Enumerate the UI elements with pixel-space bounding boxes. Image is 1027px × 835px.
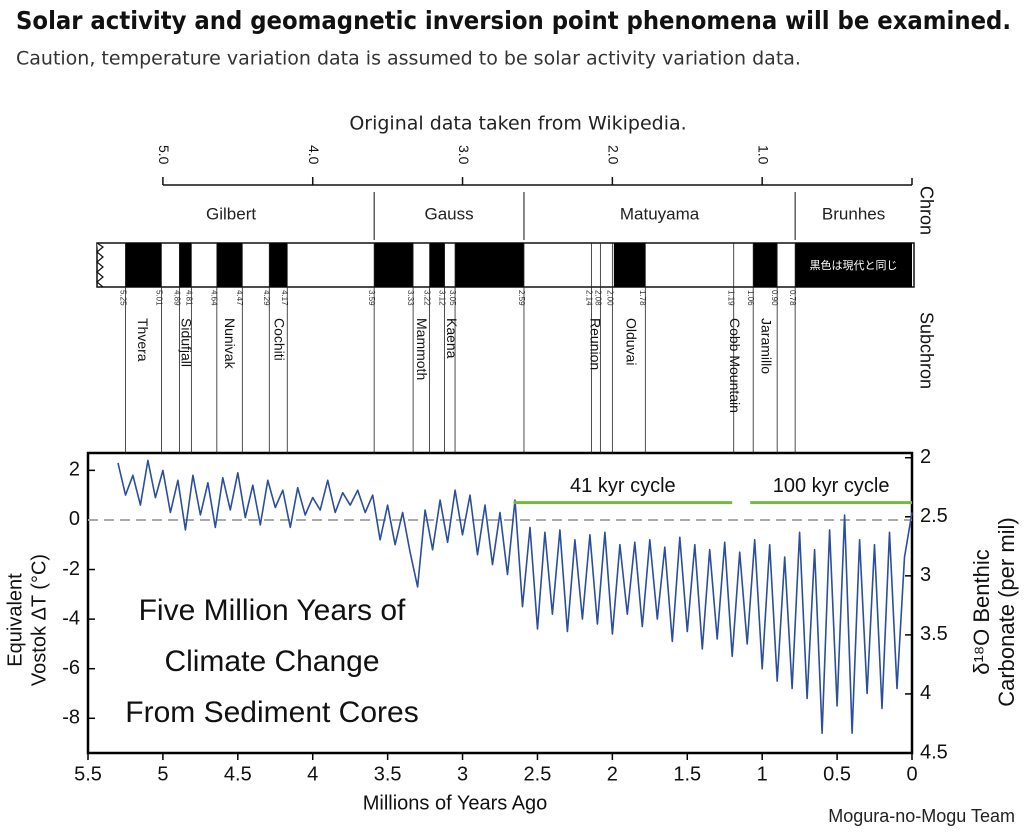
subchron-label: Sidufjall [179, 318, 195, 367]
x-tick-label: 0 [906, 763, 917, 785]
boundary-label: 3.33 [406, 290, 415, 306]
y-tick-label: -8 [62, 707, 80, 729]
boundary-label: 0.78 [788, 290, 797, 306]
subchron-label: Cobb Mountain [727, 318, 743, 413]
page-title: Solar activity and geomagnetic inversion… [16, 6, 1011, 35]
boundary-label: 4.89 [172, 290, 181, 306]
credit: Mogura-no-Mogu Team [828, 806, 1015, 826]
chart-title: From Sediment Cores [125, 696, 418, 729]
normal-polarity [216, 243, 243, 287]
y2-tick-label: 3.5 [920, 623, 948, 645]
boundary-label: 2.14 [584, 290, 593, 306]
boundary-label: 1.78 [638, 290, 647, 306]
y2-tick-label: 2.5 [920, 505, 948, 527]
boundary-label: 5.01 [154, 290, 163, 306]
zigzag [96, 242, 105, 288]
chart-title: Five Million Years of [139, 594, 406, 627]
top-tick-label: 4.0 [306, 145, 322, 165]
temperature-line [117, 459, 913, 734]
x-tick-label: 0.5 [823, 763, 851, 785]
chron-label: Matuyama [620, 204, 700, 223]
boundary-label: 4.47 [235, 290, 244, 306]
cycle-label: 41 kyr cycle [570, 475, 676, 497]
subchron-label: Reunion [588, 318, 604, 370]
x-tick-label: 5.5 [74, 763, 102, 785]
subchron-label: Nunivak [222, 318, 238, 370]
subchron-label: Cochiti [272, 318, 288, 361]
polarity-note: 黒色は現代と同じ [810, 258, 898, 272]
x-tick-label: 3.5 [374, 763, 402, 785]
y2-axis-label: Carbonate (per mil) [994, 517, 1019, 707]
y2-tick-label: 4 [920, 682, 931, 704]
normal-polarity [269, 243, 288, 287]
boundary-label: 3.12 [437, 290, 446, 306]
y-tick-label: 0 [69, 508, 80, 530]
y-tick-label: 2 [69, 459, 80, 481]
y-axis-label: Vostok ΔT (°C) [28, 554, 50, 686]
y2-tick-label: 3 [920, 564, 931, 586]
y2-axis-label: δ¹⁸O Benthic [969, 549, 994, 674]
y-tick-label: -2 [62, 558, 80, 580]
normal-polarity [179, 243, 192, 287]
boundary-label: 3.59 [367, 290, 376, 306]
x-tick-label: 4.5 [224, 763, 252, 785]
chron-axis-label: Chron [916, 186, 936, 235]
boundary-label: 3.22 [422, 290, 431, 306]
normal-polarity [795, 243, 912, 287]
top-tick-label: 1.0 [755, 145, 771, 165]
boundary-label: 4.17 [280, 290, 289, 306]
subchron-axis-label: Subchron [916, 312, 936, 389]
subchron-label: Kaena [444, 318, 460, 359]
x-tick-label: 2.5 [524, 763, 552, 785]
source-note: Original data taken from Wikipedia. [349, 113, 686, 135]
y2-tick-label: 2 [920, 446, 931, 468]
top-tick-label: 5.0 [156, 145, 172, 165]
boundary-label: 4.29 [262, 290, 271, 306]
x-tick-label: 3 [457, 763, 468, 785]
subchron-label: Thvera [135, 318, 151, 362]
top-tick-label: 3.0 [456, 145, 472, 165]
boundary-label: 4.64 [210, 290, 219, 306]
x-tick-label: 1 [757, 763, 768, 785]
x-tick-label: 2 [607, 763, 618, 785]
normal-polarity [429, 243, 445, 287]
chron-label: Brunhes [822, 204, 885, 223]
y-axis-label: Equivalent [4, 573, 26, 667]
x-axis-label: Millions of Years Ago [363, 792, 548, 814]
page-subtitle: Caution, temperature variation data is a… [16, 48, 801, 70]
chron-label: Gauss [424, 204, 473, 223]
chart-title: Climate Change [164, 645, 379, 678]
normal-polarity [753, 243, 778, 287]
normal-polarity [125, 243, 162, 287]
x-tick-label: 4 [307, 763, 318, 785]
normal-polarity [455, 243, 524, 287]
boundary-label: 1.19 [727, 290, 736, 306]
boundary-label: 1.06 [746, 290, 755, 306]
cycle-label: 100 kyr cycle [773, 475, 890, 497]
subchron-label: Olduvai [624, 318, 640, 365]
boundary-label: 2.08 [593, 290, 602, 306]
normal-polarity [613, 243, 646, 287]
x-tick-label: 1.5 [673, 763, 701, 785]
plot-frame [86, 451, 914, 755]
boundary-label: 5.25 [118, 290, 127, 306]
boundary-label: 0.90 [770, 290, 779, 306]
top-tick-label: 2.0 [606, 145, 622, 165]
x-tick-label: 5 [157, 763, 168, 785]
normal-polarity [374, 243, 414, 287]
y-tick-label: -4 [62, 607, 80, 629]
y-tick-label: -6 [62, 657, 80, 679]
boundary-label: 3.05 [448, 290, 457, 306]
chron-label: Gilbert [206, 204, 256, 223]
boundary-label: 2.59 [517, 290, 526, 306]
boundary-label: 2.00 [605, 290, 614, 306]
subchron-label: Jaramillo [758, 318, 774, 374]
boundary-label: 4.81 [184, 290, 193, 306]
y2-tick-label: 4.5 [920, 741, 948, 763]
subchron-label: Mammoth [414, 318, 430, 380]
